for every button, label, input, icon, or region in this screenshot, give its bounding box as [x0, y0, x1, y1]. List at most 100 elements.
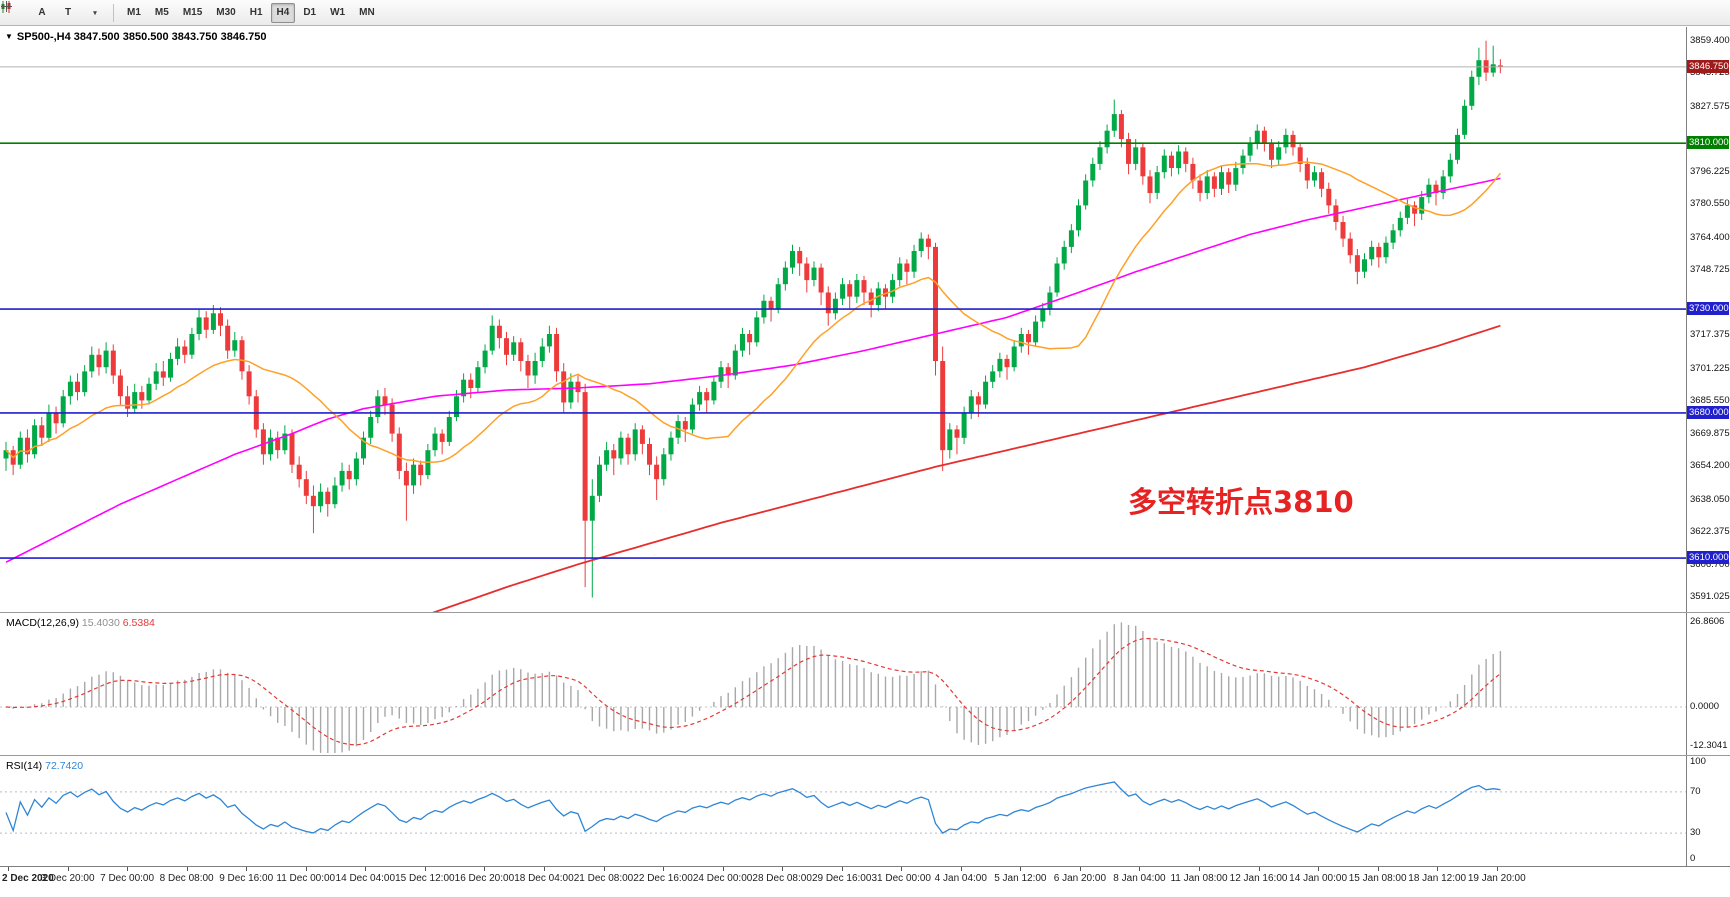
- price-tick: 3717.375: [1690, 329, 1730, 341]
- arrow-tool-button[interactable]: A: [30, 3, 54, 23]
- time-tick-mark: [186, 867, 188, 871]
- rsi-axis-tick: 30: [1690, 827, 1701, 839]
- rsi-name: RSI(14): [6, 760, 43, 772]
- time-tick-mark: [1139, 867, 1141, 871]
- objects-dropdown[interactable]: ▾: [1, 1, 106, 23]
- time-tick-mark: [1377, 867, 1379, 871]
- macd-axis: 26.8606 0.0000 -12.3041: [1686, 613, 1730, 755]
- time-label: 5 Jan 12:00: [994, 873, 1047, 884]
- rsi-label: RSI(14) 72.7420: [6, 760, 83, 772]
- timeframe-h1-button[interactable]: H1: [244, 3, 269, 23]
- macd-chart: [0, 622, 1686, 753]
- time-tick-mark: [127, 867, 129, 871]
- price-tick: 3827.575: [1690, 100, 1730, 112]
- ma-fast-line: [5, 161, 1501, 463]
- rsi-level-lines: [0, 791, 1686, 834]
- time-label: 18 Dec 04:00: [514, 873, 574, 884]
- macd-signal-value: 6.5384: [122, 617, 155, 629]
- price-tick: 3764.400: [1690, 231, 1730, 243]
- price-tick: 3669.875: [1690, 427, 1730, 439]
- time-tick-mark: [841, 867, 843, 871]
- time-tick-mark: [1020, 867, 1022, 871]
- price-tick: 3638.050: [1690, 493, 1730, 505]
- time-label: 18 Jan 12:00: [1408, 873, 1467, 884]
- time-label: 22 Dec 16:00: [633, 873, 693, 884]
- timeframe-m1-button[interactable]: M1: [121, 3, 147, 23]
- chart-title-text: SP500-,H4 3847.500 3850.500 3843.750 384…: [16, 31, 267, 43]
- time-tick-mark: [246, 867, 248, 871]
- panel-separator[interactable]: [0, 755, 1730, 756]
- time-axis[interactable]: 2 Dec 2020 3 Dec 20:00 7 Dec 00:00 8 Dec 08…: [0, 866, 1730, 897]
- chart-title: ▼ SP500-,H4 3847.500 3850.500 3843.750 38…: [5, 31, 266, 43]
- time-tick-mark: [1079, 867, 1081, 871]
- rsi-axis: 100 70 30 0: [1686, 756, 1730, 866]
- time-label: 8 Jan 04:00: [1113, 873, 1166, 884]
- timeframe-mn-button[interactable]: MN: [353, 3, 381, 23]
- price-tick: 3654.200: [1690, 460, 1730, 472]
- time-label: 21 Dec 08:00: [573, 873, 634, 884]
- time-tick-mark: [782, 867, 784, 871]
- macd-main-value: 15.4030: [81, 617, 120, 629]
- time-tick-mark: [484, 867, 486, 871]
- timeframe-w1-button[interactable]: W1: [324, 3, 351, 23]
- panel-separator[interactable]: [0, 612, 1730, 613]
- rsi-line: [5, 781, 1501, 834]
- time-tick-mark: [901, 867, 903, 871]
- price-tick: 3685.550: [1690, 395, 1730, 407]
- timeframe-h4-button[interactable]: H4: [270, 2, 296, 23]
- price-tick: 3780.550: [1690, 198, 1730, 210]
- timeframe-d1-button[interactable]: D1: [297, 3, 322, 23]
- time-label: 7 Dec 00:00: [100, 873, 155, 884]
- macd-axis-tick: 26.8606: [1690, 616, 1725, 628]
- time-label: 4 Jan 04:00: [934, 873, 987, 884]
- price-level-badge: 3730.000: [1687, 302, 1729, 316]
- toolbar-separator: [113, 3, 114, 22]
- time-tick-mark: [1199, 867, 1200, 871]
- time-tick-mark: [722, 867, 724, 871]
- main-chart-canvas[interactable]: ▼ SP500-,H4 3847.500 3850.500 3843.750 38…: [0, 27, 1686, 612]
- price-tick: 3796.225: [1690, 165, 1730, 177]
- text-tool-button[interactable]: T: [56, 3, 80, 23]
- crosshair-icon: [1, 1, 12, 12]
- time-label: 31 Dec 00:00: [871, 873, 932, 884]
- price-level-badge: 3680.000: [1687, 405, 1729, 419]
- time-tick-mark: [305, 867, 307, 871]
- symbol-triangle-icon[interactable]: ▼: [5, 32, 13, 41]
- time-tick-mark: [960, 867, 962, 871]
- time-label: 24 Dec 00:00: [692, 873, 753, 884]
- price-tick: 3606.700: [1690, 558, 1730, 570]
- price-level-badge: 3610.000: [1687, 551, 1729, 565]
- chevron-down-icon: ▾: [93, 9, 97, 17]
- time-label: 11 Dec 00:00: [276, 873, 336, 884]
- time-label: 3 Dec 20:00: [40, 873, 95, 884]
- rsi-panel-canvas[interactable]: RSI(14) 72.7420: [0, 756, 1686, 866]
- bid-price-badge: 3846.750: [1687, 59, 1729, 73]
- toolbar: A T ▾ M1 M5 M15 M30 H1 H4 D1 W1 MN: [0, 0, 1730, 26]
- macd-histogram: [12, 622, 1502, 753]
- time-label: 11 Jan 08:00: [1170, 873, 1228, 884]
- time-tick-mark: [603, 867, 605, 871]
- time-tick-mark: [543, 867, 545, 871]
- time-tick-mark: [663, 867, 665, 871]
- time-tick-mark: [1496, 867, 1498, 871]
- timeframe-m30-button[interactable]: M30: [210, 3, 241, 23]
- timeframe-m15-button[interactable]: M15: [177, 3, 208, 23]
- timeframe-m5-button[interactable]: M5: [149, 3, 175, 23]
- macd-panel-canvas[interactable]: MACD(12,26,9) 15.4030 6.5384: [0, 613, 1686, 755]
- price-tick: 3748.725: [1690, 264, 1730, 276]
- macd-name: MACD(12,26,9): [6, 617, 79, 629]
- time-label: 19 Jan 20:00: [1467, 873, 1526, 884]
- macd-signal-line: [5, 637, 1501, 746]
- price-tick: 3591.025: [1690, 591, 1730, 603]
- macd-axis-tick: 0.0000: [1690, 701, 1720, 712]
- time-label: 14 Jan 00:00: [1289, 873, 1348, 884]
- price-tick: 3701.225: [1690, 362, 1730, 374]
- price-axis[interactable]: 3859.4003843.7253827.5753796.2253780.550…: [1686, 27, 1730, 612]
- chart-annotation-text[interactable]: 多空转折点3810: [1128, 485, 1354, 519]
- rsi-axis-tick: 0: [1690, 853, 1696, 864]
- macd-axis-tick: -12.3041: [1690, 739, 1728, 751]
- time-label: 16 Dec 20:00: [454, 873, 515, 884]
- rsi-axis-tick: 70: [1690, 785, 1701, 797]
- time-label: 15 Jan 08:00: [1348, 873, 1407, 884]
